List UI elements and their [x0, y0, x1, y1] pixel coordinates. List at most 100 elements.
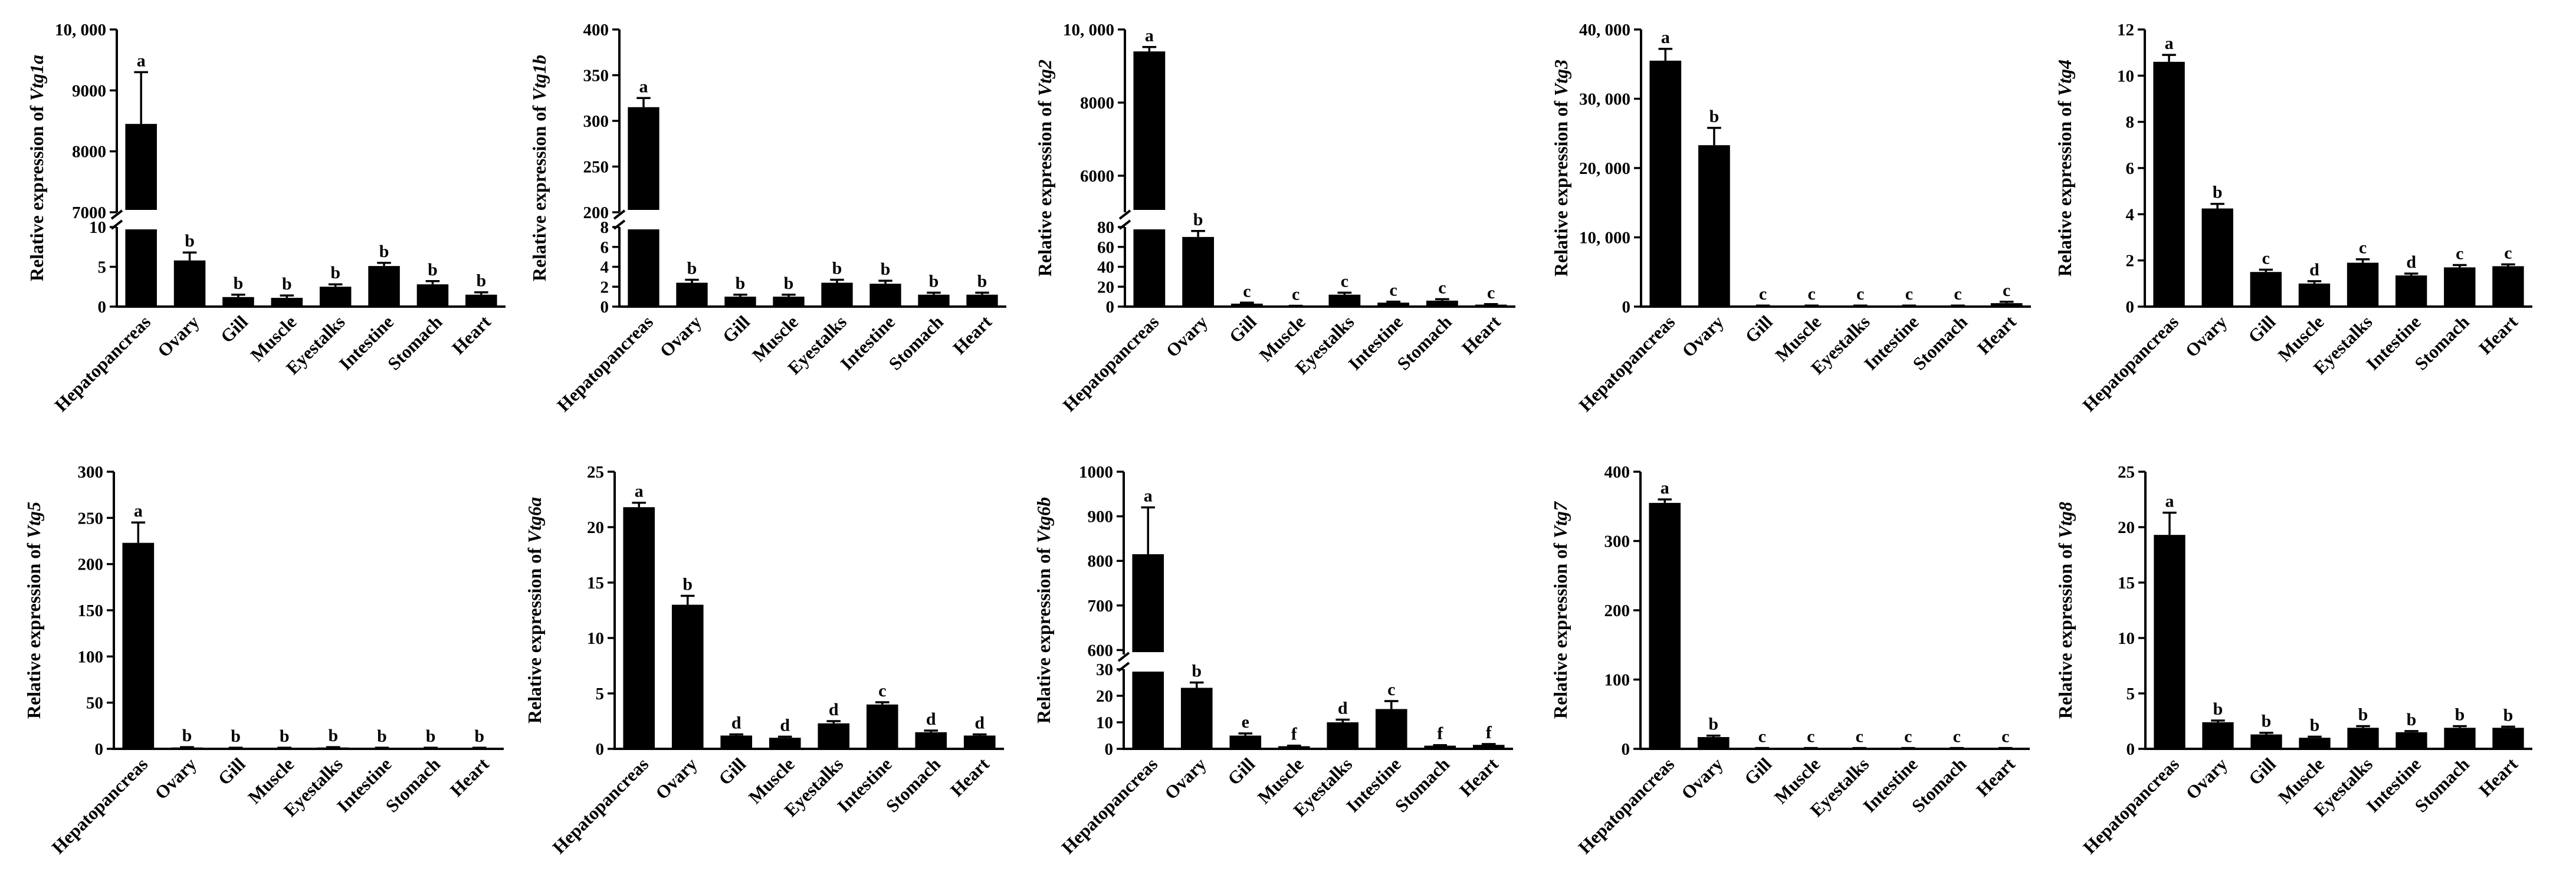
y-tick-label: 6 — [600, 238, 609, 257]
category-label: Ovary — [2181, 311, 2232, 361]
y-axis-title: Relative expression of Vtg3 — [1550, 60, 1571, 277]
bar — [1698, 145, 1730, 307]
y-tick-label: 80 — [1097, 218, 1114, 237]
y-tick-label: 15 — [2118, 574, 2135, 593]
significance-letter: b — [2310, 715, 2320, 735]
category-label: Gill — [718, 311, 754, 347]
category-label: Hepatopancreas — [549, 754, 653, 858]
significance-letter: d — [1338, 699, 1348, 718]
bar — [1375, 709, 1407, 749]
category-label: Gill — [2244, 754, 2280, 789]
y-tick-label: 10, 000 — [1063, 21, 1114, 40]
y-tick-label: 5 — [98, 258, 107, 277]
bar — [1426, 300, 1458, 307]
y-tick-label: 300 — [583, 112, 609, 131]
category-label: Stomach — [1393, 311, 1455, 374]
bar — [1649, 60, 1682, 307]
bar — [2201, 208, 2233, 307]
y-tick-label: 2 — [600, 278, 609, 297]
significance-letter: c — [1856, 727, 1863, 746]
significance-letter: b — [474, 726, 484, 746]
significance-letter: b — [2407, 710, 2417, 729]
category-label: Ovary — [656, 311, 706, 361]
significance-letter: b — [1709, 107, 1719, 126]
significance-letter: c — [1243, 281, 1251, 301]
y-tick-label: 400 — [583, 21, 609, 40]
significance-letter: c — [1954, 284, 1961, 304]
category-label: Heart — [446, 754, 493, 801]
significance-letter: e — [1242, 712, 1249, 732]
bar — [821, 282, 853, 307]
bar — [465, 294, 497, 307]
significance-letter: b — [282, 274, 292, 294]
y-tick-label: 10 — [587, 629, 604, 648]
significance-letter: c — [1807, 727, 1814, 746]
bar — [918, 294, 950, 307]
y-tick-label: 10 — [2117, 67, 2134, 85]
category-label: Stomach — [383, 311, 446, 374]
y-tick-label: 25 — [587, 463, 604, 482]
bar — [222, 297, 254, 307]
y-tick-label: 250 — [583, 158, 609, 177]
bar — [125, 229, 157, 307]
significance-letter: b — [185, 231, 195, 251]
y-axis-title-gene: Vtg3 — [1550, 60, 1571, 96]
y-tick-label: 0 — [2126, 298, 2135, 317]
category-label: Heart — [1458, 311, 1505, 359]
significance-letter: c — [1758, 727, 1766, 746]
y-tick-label: 0 — [596, 740, 605, 759]
significance-letter: b — [328, 726, 338, 745]
y-tick-label: 8 — [2126, 113, 2135, 132]
category-label: Heart — [949, 311, 996, 359]
y-tick-label: 0 — [600, 298, 609, 317]
y-axis-title-gene: Vtg1a — [26, 55, 47, 101]
significance-letter: c — [2456, 244, 2463, 264]
y-axis-title-prefix: Relative expression of — [2055, 538, 2076, 719]
significance-letter: b — [377, 726, 387, 746]
y-axis-title: Relative expression of Vtg2 — [1034, 60, 1055, 277]
bar — [966, 294, 998, 307]
bar — [1180, 688, 1213, 749]
y-tick-label: 4 — [600, 258, 609, 277]
bar — [2395, 732, 2427, 749]
significance-letter: b — [234, 274, 244, 293]
y-tick-label: 20 — [1097, 278, 1114, 297]
significance-letter: d — [926, 709, 936, 729]
significance-letter: c — [2504, 243, 2512, 262]
y-axis-title-gene: Vtg8 — [2055, 502, 2076, 538]
bar — [724, 297, 756, 307]
category-label: Stomach — [885, 311, 947, 374]
chart-panel-vtg6a: 0 5 10 15 20 25 Relative expression of Vtg6a a H… — [524, 463, 1004, 858]
category-label: Gill — [2244, 311, 2279, 347]
significance-letter: c — [1487, 283, 1495, 302]
bar — [2444, 267, 2476, 307]
y-tick-label: 0 — [95, 740, 104, 759]
category-label: Heart — [1972, 754, 2019, 801]
y-axis-title-prefix: Relative expression of — [1550, 96, 1571, 277]
category-label: Ovary — [2182, 754, 2232, 804]
bar — [628, 229, 659, 307]
category-label: Hepatopancreas — [1058, 754, 1162, 858]
bar — [2153, 61, 2185, 307]
y-axis-title-prefix: Relative expression of — [1033, 543, 1054, 723]
category-label: Stomach — [382, 754, 444, 816]
y-axis-title: Relative expression of Vtg6b — [1033, 497, 1054, 723]
bar — [2347, 728, 2379, 749]
significance-letter: a — [639, 77, 648, 96]
significance-letter: c — [1759, 284, 1767, 304]
category-label: Stomach — [1908, 754, 1970, 816]
y-tick-label: 0 — [1622, 740, 1630, 759]
y-axis-title: Relative expression of Vtg6a — [524, 497, 545, 723]
bar — [1182, 236, 1215, 307]
y-axis-title-prefix: Relative expression of — [2054, 96, 2075, 277]
y-tick-label: 400 — [1604, 463, 1630, 482]
significance-letter: c — [1808, 284, 1816, 304]
bar — [963, 735, 996, 749]
significance-letter: b — [687, 258, 697, 278]
category-label: Gill — [714, 754, 750, 789]
category-label: Stomach — [2411, 754, 2473, 816]
significance-letter: b — [736, 274, 746, 293]
significance-letter: d — [829, 700, 839, 719]
significance-letter: b — [881, 259, 891, 279]
